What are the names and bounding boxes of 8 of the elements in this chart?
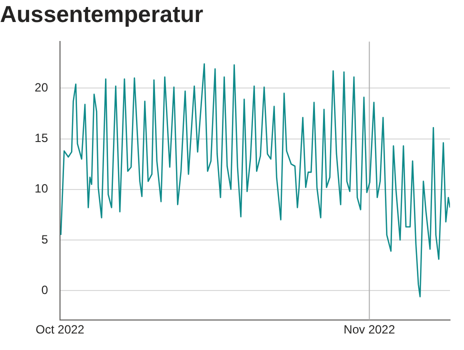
chart-title: Aussentemperatur bbox=[0, 1, 204, 28]
y-tick-label: 20 bbox=[34, 80, 48, 94]
y-tick-label: 0 bbox=[41, 282, 48, 297]
y-tick-label: 10 bbox=[34, 182, 48, 196]
y-tick-label: 5 bbox=[41, 232, 48, 246]
y-tick-label: 15 bbox=[34, 131, 48, 146]
x-tick-label: Nov 2022 bbox=[344, 322, 396, 337]
x-tick-label: Oct 2022 bbox=[36, 322, 85, 337]
